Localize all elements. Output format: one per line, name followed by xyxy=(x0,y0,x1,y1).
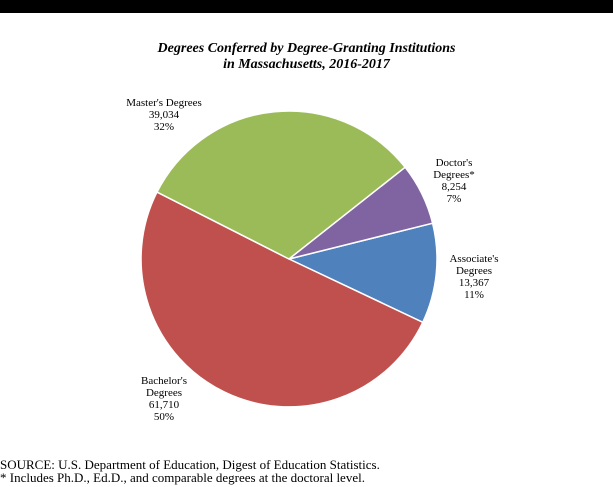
slice-label-0: Associate's Degrees 13,367 11% xyxy=(449,253,498,301)
slice-label-3: Doctor's Degrees* 8,254 7% xyxy=(433,157,475,205)
slice-label-2: Master's Degrees 39,034 32% xyxy=(126,97,202,133)
slice-label-1: Bachelor's Degrees 61,710 50% xyxy=(141,375,187,423)
doctoral-note: * Includes Ph.D., Ed.D., and comparable … xyxy=(0,471,365,485)
